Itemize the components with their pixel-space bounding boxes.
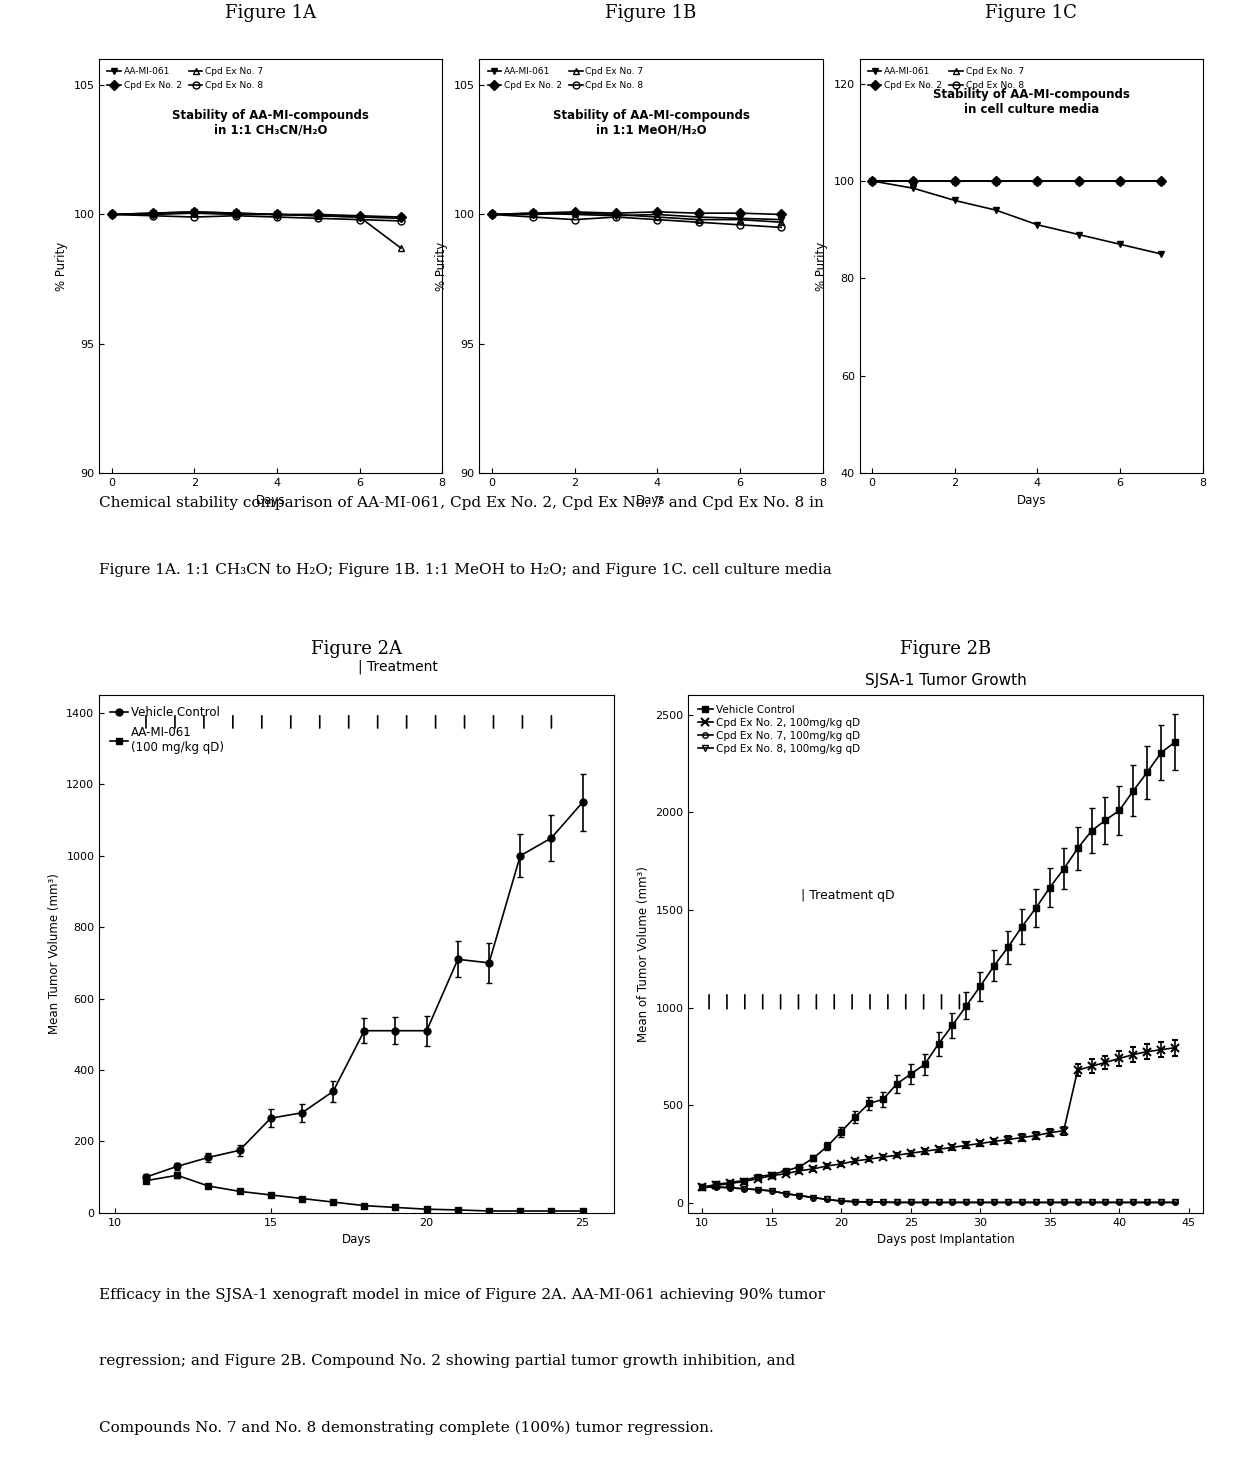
Legend: AA-MI-061, Cpd Ex No. 2, Cpd Ex No. 7, Cpd Ex No. 8: AA-MI-061, Cpd Ex No. 2, Cpd Ex No. 7, C…: [104, 64, 267, 93]
X-axis label: Days: Days: [1017, 494, 1047, 507]
Y-axis label: Mean of Tumor Volume (mm³): Mean of Tumor Volume (mm³): [636, 867, 650, 1041]
X-axis label: Days: Days: [342, 1233, 371, 1247]
Text: | Treatment qD: | Treatment qD: [801, 889, 895, 902]
Text: Stability of AA-MI-compounds
in 1:1 MeOH/H₂O: Stability of AA-MI-compounds in 1:1 MeOH…: [553, 109, 749, 138]
Text: Figure 1B: Figure 1B: [605, 4, 697, 22]
Y-axis label: % Purity: % Purity: [815, 241, 828, 291]
Y-axis label: % Purity: % Purity: [55, 241, 68, 291]
Text: Figure 2A: Figure 2A: [311, 640, 402, 658]
Text: regression; and Figure 2B. Compound No. 2 showing partial tumor growth inhibitio: regression; and Figure 2B. Compound No. …: [99, 1355, 795, 1368]
Text: Figure 1A. 1:1 CH₃CN to H₂O; Figure 1B. 1:1 MeOH to H₂O; and Figure 1C. cell cul: Figure 1A. 1:1 CH₃CN to H₂O; Figure 1B. …: [99, 563, 832, 577]
Text: Stability of AA-MI-compounds
in 1:1 CH₃CN/H₂O: Stability of AA-MI-compounds in 1:1 CH₃C…: [172, 109, 370, 138]
Legend: Vehicle Control, AA-MI-061
(100 mg/kg qD): Vehicle Control, AA-MI-061 (100 mg/kg qD…: [105, 701, 229, 759]
Text: Chemical stability comparison of AA-MI-061, Cpd Ex No. 2, Cpd Ex No. 7 and Cpd E: Chemical stability comparison of AA-MI-0…: [99, 497, 825, 510]
Text: SJSA-1 Tumor Growth: SJSA-1 Tumor Growth: [864, 673, 1027, 688]
Legend: AA-MI-061, Cpd Ex No. 2, Cpd Ex No. 7, Cpd Ex No. 8: AA-MI-061, Cpd Ex No. 2, Cpd Ex No. 7, C…: [484, 64, 647, 93]
Text: Figure 1A: Figure 1A: [226, 4, 316, 22]
Text: Stability of AA-MI-compounds
in cell culture media: Stability of AA-MI-compounds in cell cul…: [932, 89, 1130, 117]
Y-axis label: % Purity: % Purity: [435, 241, 448, 291]
X-axis label: Days post Implantation: Days post Implantation: [877, 1233, 1014, 1247]
Text: | Treatment: | Treatment: [357, 660, 438, 674]
Text: Compounds No. 7 and No. 8 demonstrating complete (100%) tumor regression.: Compounds No. 7 and No. 8 demonstrating …: [99, 1420, 714, 1435]
Legend: Vehicle Control, Cpd Ex No. 2, 100mg/kg qD, Cpd Ex No. 7, 100mg/kg qD, Cpd Ex No: Vehicle Control, Cpd Ex No. 2, 100mg/kg …: [693, 701, 864, 759]
Text: Efficacy in the SJSA-1 xenograft model in mice of Figure 2A. AA-MI-061 achieving: Efficacy in the SJSA-1 xenograft model i…: [99, 1288, 825, 1302]
X-axis label: Days: Days: [255, 494, 285, 507]
Legend: AA-MI-061, Cpd Ex No. 2, Cpd Ex No. 7, Cpd Ex No. 8: AA-MI-061, Cpd Ex No. 2, Cpd Ex No. 7, C…: [864, 64, 1027, 93]
X-axis label: Days: Days: [636, 494, 666, 507]
Y-axis label: Mean Tumor Volume (mm³): Mean Tumor Volume (mm³): [47, 874, 61, 1034]
Text: Figure 2B: Figure 2B: [900, 640, 991, 658]
Text: Figure 1C: Figure 1C: [986, 4, 1078, 22]
